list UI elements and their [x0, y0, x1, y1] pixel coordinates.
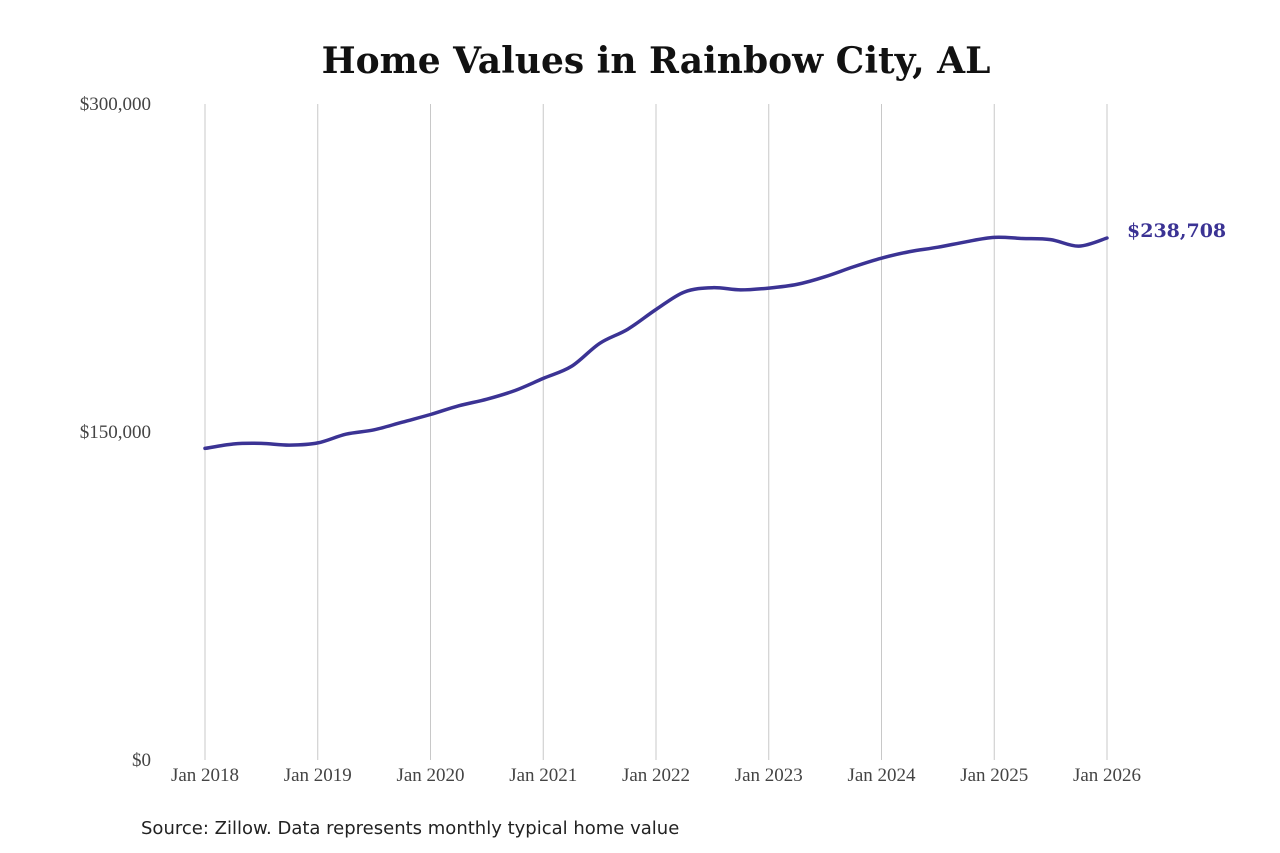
- x-tick-label: Jan 2020: [396, 765, 464, 786]
- series-line: [203, 235, 1109, 451]
- y-tick-label: $150,000: [80, 422, 151, 443]
- end-value-label: $238,708: [1127, 220, 1226, 242]
- series-layer: [203, 235, 1109, 451]
- x-tick-label: Jan 2021: [509, 765, 577, 786]
- y-tick-label: $300,000: [80, 94, 151, 115]
- x-tick-label: Jan 2022: [622, 765, 690, 786]
- x-tick-label: Jan 2026: [1073, 765, 1141, 786]
- chart-title: Home Values in Rainbow City, AL: [322, 40, 991, 82]
- y-tick-label: $0: [132, 750, 151, 771]
- gridlines: [204, 104, 1108, 760]
- x-tick-label: Jan 2024: [847, 765, 916, 786]
- source-note: Source: Zillow. Data represents monthly …: [141, 818, 679, 839]
- x-tick-label: Jan 2025: [960, 765, 1028, 786]
- x-tick-label: Jan 2023: [735, 765, 803, 786]
- x-tick-label: Jan 2018: [171, 765, 239, 786]
- x-axis-ticks: Jan 2018 Jan 2019 Jan 2020 Jan 2021 Jan 2022…: [171, 765, 1141, 786]
- x-tick-label: Jan 2019: [284, 765, 352, 786]
- y-axis-ticks: $0 $150,000 $300,000: [80, 94, 151, 771]
